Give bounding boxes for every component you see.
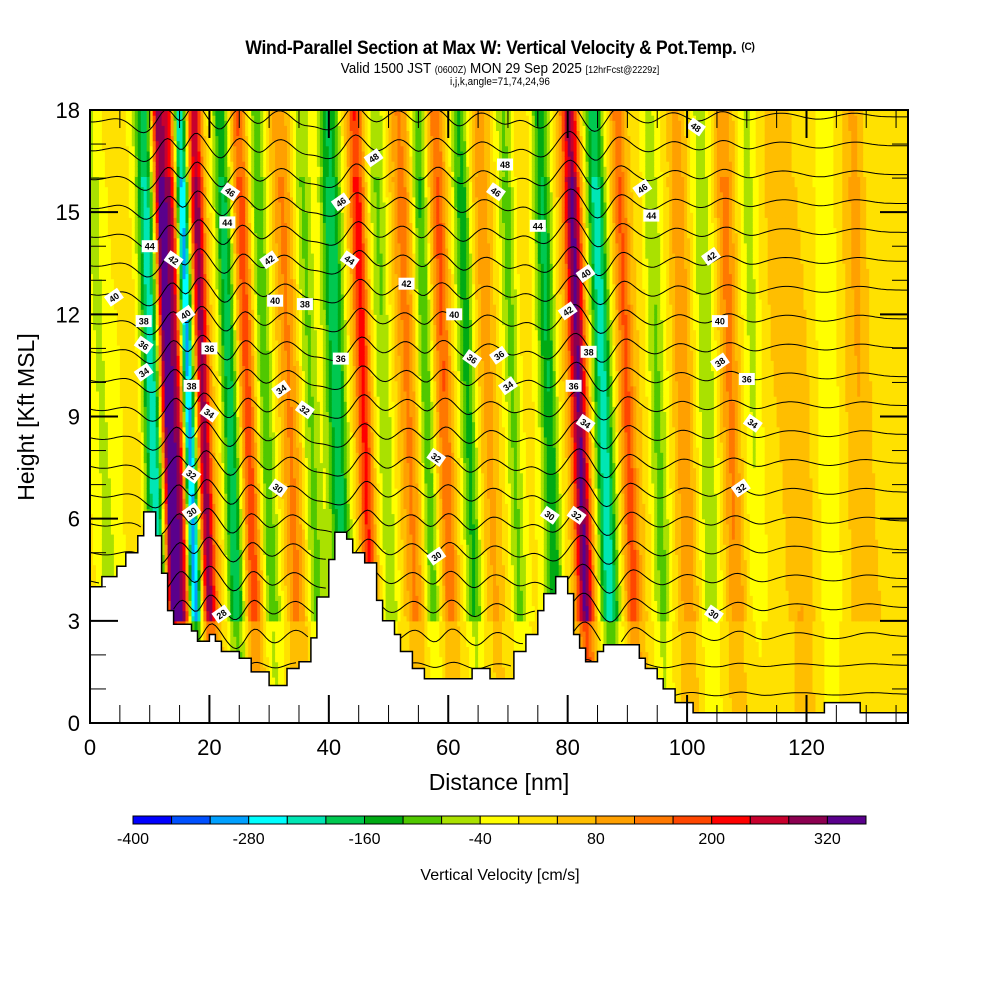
cross-section-chart: 4038363444424038323036342844464240303438…: [0, 0, 1000, 1000]
